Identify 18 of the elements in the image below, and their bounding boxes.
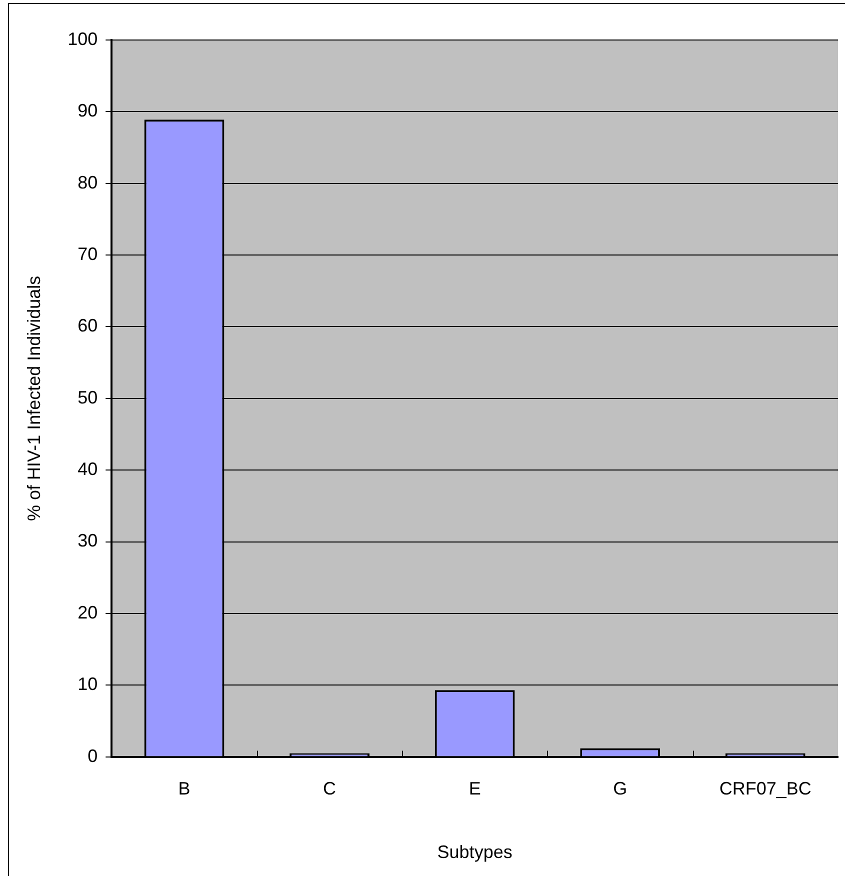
x-tick-label: E xyxy=(468,778,481,799)
x-tick-label: G xyxy=(613,778,628,799)
y-tick-label: 90 xyxy=(78,100,98,121)
y-tick-label: 50 xyxy=(78,387,98,408)
y-axis-title: % of HIV-1 Infected Individuals xyxy=(24,276,44,521)
y-tick-label: 60 xyxy=(78,316,98,336)
x-tick-label: B xyxy=(178,778,190,799)
y-tick-label: 20 xyxy=(78,602,98,622)
y-tick-label: 0 xyxy=(88,746,98,766)
x-axis-title: Subtypes xyxy=(437,842,512,862)
y-tick-label: 100 xyxy=(68,28,98,49)
y-tick-label: 40 xyxy=(78,459,98,480)
y-tick-label: 80 xyxy=(78,172,98,192)
x-tick-label: C xyxy=(323,778,336,799)
y-tick-label: 70 xyxy=(78,244,98,264)
y-tick-label: 30 xyxy=(78,530,98,551)
y-tick-label: 10 xyxy=(78,674,98,694)
x-tick-label: CRF07_BC xyxy=(719,778,812,799)
